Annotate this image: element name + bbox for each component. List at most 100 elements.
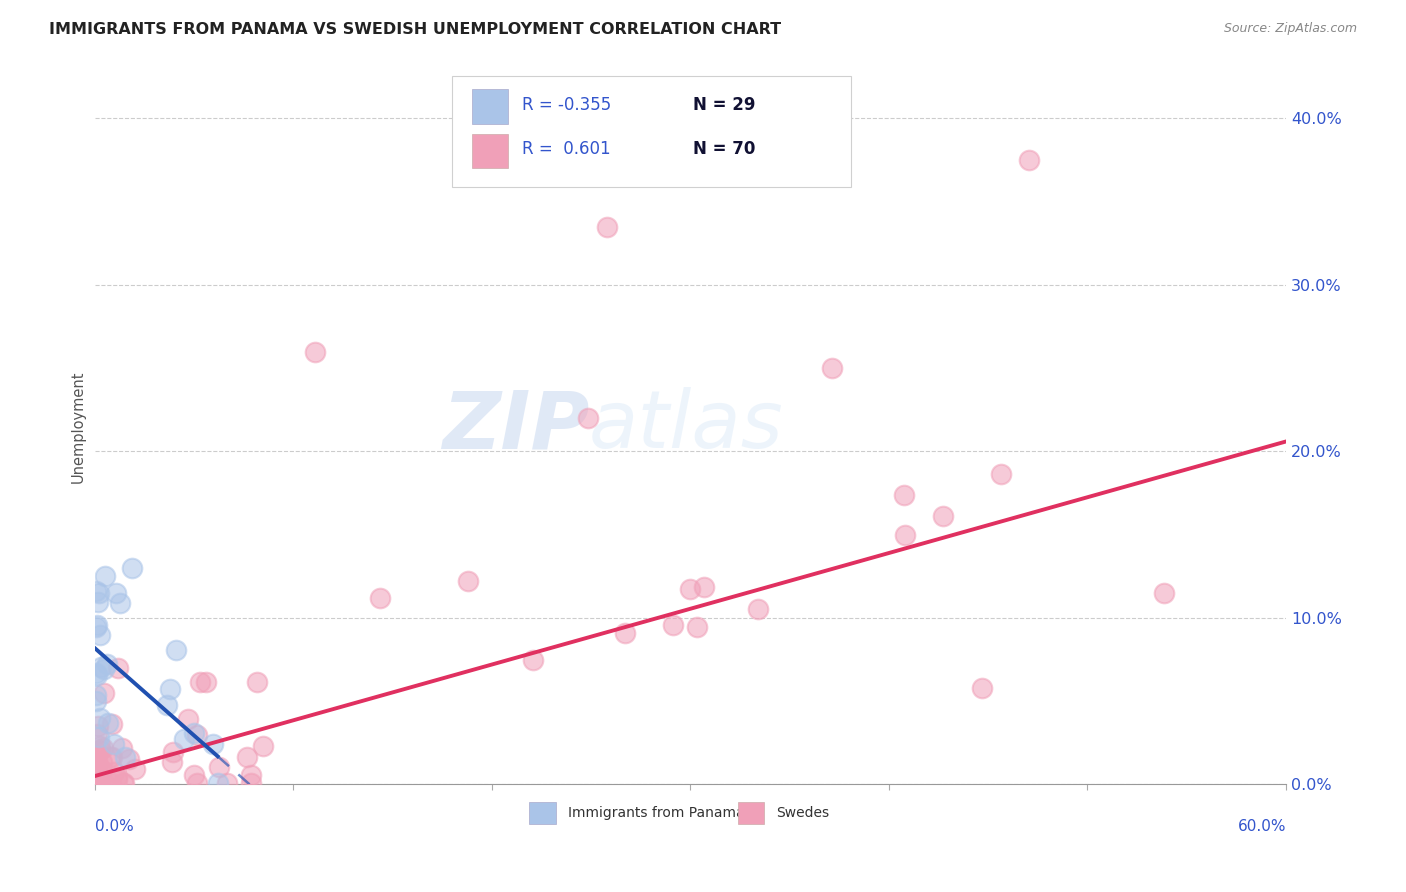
Point — [100, 776, 122, 790]
Point — [693, 580, 716, 594]
Point — [96, 657, 118, 672]
Point — [87, 776, 110, 790]
Point — [89, 628, 111, 642]
Point — [162, 745, 184, 759]
Point — [245, 675, 267, 690]
Text: N = 29: N = 29 — [693, 95, 755, 114]
Point — [177, 712, 200, 726]
Point — [162, 755, 184, 769]
Point — [86, 668, 108, 682]
Point — [100, 717, 122, 731]
Text: 60.0%: 60.0% — [1237, 819, 1286, 834]
Point — [121, 561, 143, 575]
Point — [240, 775, 263, 789]
Point — [207, 760, 229, 774]
Point — [686, 619, 709, 633]
Point — [111, 740, 134, 755]
Point — [183, 767, 205, 781]
Point — [107, 661, 129, 675]
Point — [662, 618, 685, 632]
Point — [304, 344, 326, 359]
Point — [165, 642, 187, 657]
Text: ZIP: ZIP — [441, 387, 589, 466]
Point — [89, 742, 111, 756]
Point — [84, 584, 107, 599]
Point — [576, 411, 599, 425]
Point — [96, 715, 118, 730]
Point — [990, 467, 1012, 481]
Point — [93, 776, 115, 790]
Point — [186, 776, 208, 790]
Point — [190, 675, 212, 690]
Point — [217, 775, 239, 789]
Point — [821, 361, 844, 376]
Point — [118, 752, 141, 766]
Point — [1018, 153, 1040, 167]
Point — [89, 731, 111, 745]
Point — [236, 749, 259, 764]
Point — [87, 595, 110, 609]
Point — [86, 665, 108, 680]
Point — [679, 582, 702, 596]
Point — [86, 754, 108, 768]
Text: 0.0%: 0.0% — [94, 819, 134, 834]
Point — [103, 765, 125, 780]
Point — [105, 773, 128, 788]
Point — [86, 747, 108, 762]
Y-axis label: Unemployment: Unemployment — [72, 370, 86, 483]
Text: R =  0.601: R = 0.601 — [522, 140, 612, 158]
Point — [87, 776, 110, 790]
Point — [893, 487, 915, 501]
Point — [201, 737, 224, 751]
Point — [84, 688, 107, 702]
Point — [100, 750, 122, 764]
Point — [111, 776, 134, 790]
Bar — [472, 134, 508, 168]
Point — [94, 569, 117, 583]
Point — [84, 776, 107, 790]
Point — [86, 776, 108, 790]
Point — [1153, 586, 1175, 600]
Point — [107, 771, 129, 785]
Text: R = -0.355: R = -0.355 — [522, 95, 612, 114]
Point — [114, 750, 136, 764]
Point — [239, 768, 262, 782]
Point — [89, 711, 111, 725]
Point — [195, 674, 218, 689]
Point — [87, 719, 110, 733]
FancyBboxPatch shape — [451, 76, 851, 186]
Point — [173, 732, 195, 747]
Bar — [472, 89, 508, 124]
Point — [90, 660, 112, 674]
Point — [84, 759, 107, 773]
Point — [183, 725, 205, 739]
Bar — [530, 802, 555, 824]
Point — [86, 776, 108, 790]
Point — [87, 757, 110, 772]
Text: atlas: atlas — [589, 387, 783, 466]
Point — [747, 602, 769, 616]
Point — [894, 528, 917, 542]
Point — [370, 591, 392, 605]
Text: IMMIGRANTS FROM PANAMA VS SWEDISH UNEMPLOYMENT CORRELATION CHART: IMMIGRANTS FROM PANAMA VS SWEDISH UNEMPL… — [49, 22, 782, 37]
Point — [596, 219, 619, 234]
Text: Immigrants from Panama: Immigrants from Panama — [568, 806, 744, 820]
Point — [156, 698, 179, 713]
Point — [84, 620, 107, 634]
Point — [104, 586, 127, 600]
Point — [98, 750, 121, 764]
Point — [84, 761, 107, 775]
Point — [186, 728, 208, 742]
Point — [159, 682, 181, 697]
Point — [91, 741, 114, 756]
Point — [93, 686, 115, 700]
Point — [84, 694, 107, 708]
Point — [932, 509, 955, 524]
Text: Swedes: Swedes — [776, 806, 830, 820]
Text: N = 70: N = 70 — [693, 140, 755, 158]
Point — [84, 744, 107, 758]
Point — [103, 738, 125, 752]
Point — [112, 776, 135, 790]
Bar — [738, 802, 765, 824]
Point — [86, 727, 108, 741]
